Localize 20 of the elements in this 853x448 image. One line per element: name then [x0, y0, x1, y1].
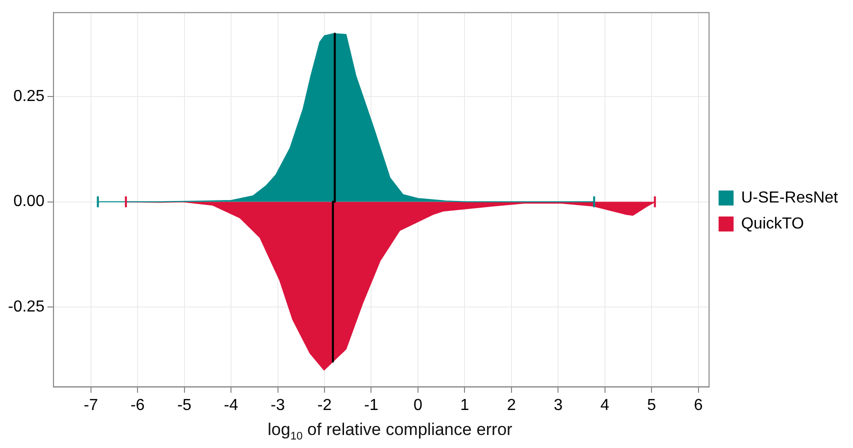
x-tick-label: -4 [224, 396, 238, 414]
x-tick-label: 6 [694, 396, 703, 414]
x-tick-label: 4 [600, 396, 610, 414]
x-tick-label: -6 [130, 396, 145, 414]
x-tick-label: -3 [270, 396, 285, 414]
x-tick-label: -7 [84, 396, 98, 414]
x-tick-label: -5 [177, 396, 192, 414]
x-tick-label: 0 [414, 396, 423, 414]
x-tick-label: 5 [647, 396, 656, 414]
legend-label: U-SE-ResNet [741, 189, 839, 206]
x-tick-label: 2 [506, 396, 516, 414]
x-tick-label: 3 [554, 396, 563, 414]
y-tick-label: 0.00 [13, 193, 45, 210]
x-tick-label: -1 [364, 396, 378, 414]
legend-label: QuickTO [741, 215, 804, 232]
y-tick-label: 0.25 [13, 88, 45, 106]
x-axis-title: log$_{10}$ of relative compliance error [266, 420, 514, 442]
y-tick-label: -0.25 [8, 298, 45, 316]
x-tick-label: -2 [317, 396, 332, 414]
x-tick-label: 1 [460, 396, 470, 414]
